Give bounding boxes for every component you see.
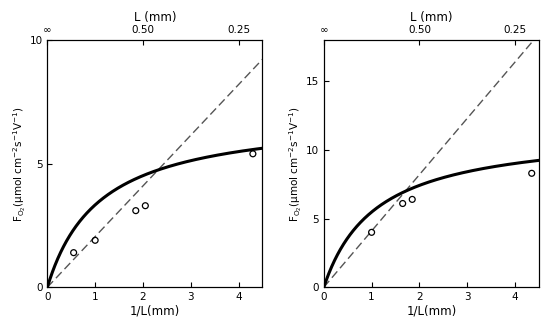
Point bbox=[69, 250, 78, 255]
X-axis label: 1/L(mm): 1/L(mm) bbox=[130, 305, 180, 318]
X-axis label: 1/L(mm): 1/L(mm) bbox=[406, 305, 456, 318]
X-axis label: L (mm): L (mm) bbox=[410, 11, 453, 24]
Y-axis label: F$_\mathrm{O_2}$(μmol cm$^{-2}$s$^{-1}$V$^{-1}$): F$_\mathrm{O_2}$(μmol cm$^{-2}$s$^{-1}$V… bbox=[11, 106, 28, 221]
Point bbox=[398, 201, 407, 206]
Point bbox=[367, 230, 376, 235]
X-axis label: L (mm): L (mm) bbox=[134, 11, 176, 24]
Point bbox=[249, 151, 257, 157]
Y-axis label: F$_\mathrm{O_2}$(μmol cm$^{-2}$s$^{-1}$V$^{-1}$): F$_\mathrm{O_2}$(μmol cm$^{-2}$s$^{-1}$V… bbox=[288, 106, 304, 221]
Point bbox=[131, 208, 140, 213]
Point bbox=[91, 238, 100, 243]
Point bbox=[527, 171, 536, 176]
Point bbox=[408, 197, 416, 202]
Point bbox=[141, 203, 150, 208]
